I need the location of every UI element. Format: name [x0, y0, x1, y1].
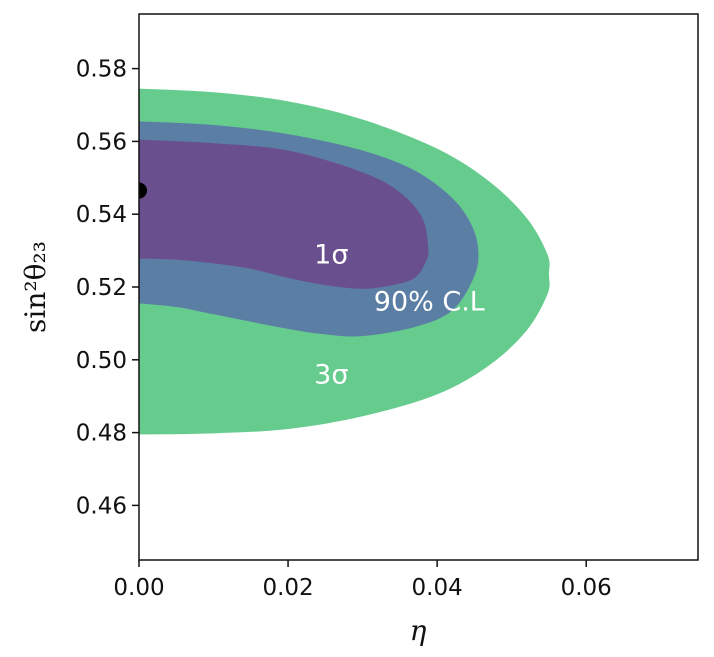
best-fit-layer [139, 182, 147, 199]
confidence-regions [139, 88, 550, 435]
y-axis-label: sin²θ₂₃ [19, 241, 52, 333]
y-axis-ticks: 0.46 0.48 0.50 0.52 0.54 0.56 0.58 [76, 57, 139, 519]
y-tick-label: 0.46 [76, 493, 127, 519]
y-tick-label: 0.56 [76, 129, 127, 155]
region-label-1sigma: 1σ [314, 239, 348, 270]
x-tick-label: 0.02 [262, 575, 313, 601]
x-tick-label: 0.06 [561, 575, 612, 601]
y-tick-label: 0.52 [76, 275, 127, 301]
y-tick-label: 0.58 [76, 57, 127, 83]
region-1sigma [139, 139, 429, 289]
region-label-90pct-c-l: 90% C.L [374, 287, 485, 318]
y-tick-label: 0.48 [76, 421, 127, 447]
x-tick-label: 0.00 [113, 575, 164, 601]
region-label-3sigma: 3σ [314, 359, 348, 390]
x-axis-ticks: 0.00 0.02 0.04 0.06 [113, 560, 612, 601]
x-tick-label: 0.04 [412, 575, 463, 601]
y-tick-label: 0.50 [76, 348, 127, 374]
region-labels: 3σ 90% C.L 1σ [314, 239, 485, 390]
x-axis-label: η [410, 614, 427, 647]
best-fit-point [139, 182, 147, 199]
y-tick-label: 0.54 [76, 202, 127, 228]
